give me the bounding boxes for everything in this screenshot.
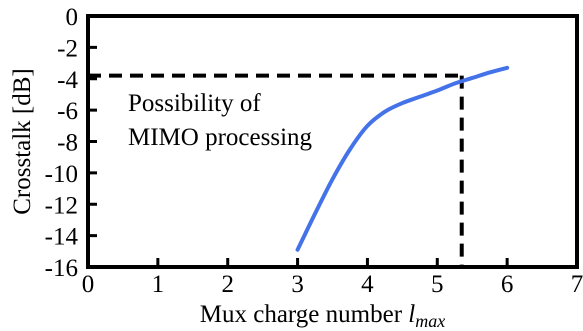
y-tick-label: -6 (57, 98, 78, 125)
x-tick-label: 0 (82, 271, 95, 298)
y-tick-label: -12 (45, 192, 78, 219)
y-tick-label: 0 (66, 4, 79, 31)
annotation-line-1: Possibility of (128, 90, 261, 117)
x-axis-label-variable: l (408, 301, 415, 328)
y-tick-label: -8 (57, 130, 78, 157)
x-tick-label: 5 (431, 271, 444, 298)
y-tick-label: -10 (45, 161, 78, 188)
y-tick-label: -16 (45, 255, 78, 282)
x-tick-label: 2 (221, 271, 234, 298)
series-layer (295, 65, 510, 252)
x-axis-label-text: Mux charge number (200, 301, 409, 328)
tick-layer: 0-2-4-6-8-10-12-14-160 1 2 3 4 5 6 7 (45, 4, 583, 298)
y-axis-label: Crosstalk [dB] (9, 68, 36, 215)
y-tick-label: -14 (45, 224, 79, 251)
x-axis-label: Mux charge number lmax (200, 301, 445, 331)
x-tick-label: 6 (501, 271, 514, 298)
series-line (295, 65, 510, 252)
y-tick-label: -4 (57, 67, 78, 94)
x-tick-label: 3 (291, 271, 304, 298)
x-tick-label: 7 (571, 271, 583, 298)
annotation-line-2: MIMO processing (128, 124, 313, 151)
y-tick-label: -2 (57, 35, 78, 62)
x-axis-label-subscript: max (415, 311, 445, 331)
x-tick-label: 1 (152, 271, 165, 298)
threshold-lines (88, 73, 464, 267)
x-tick-label: 4 (361, 271, 374, 298)
